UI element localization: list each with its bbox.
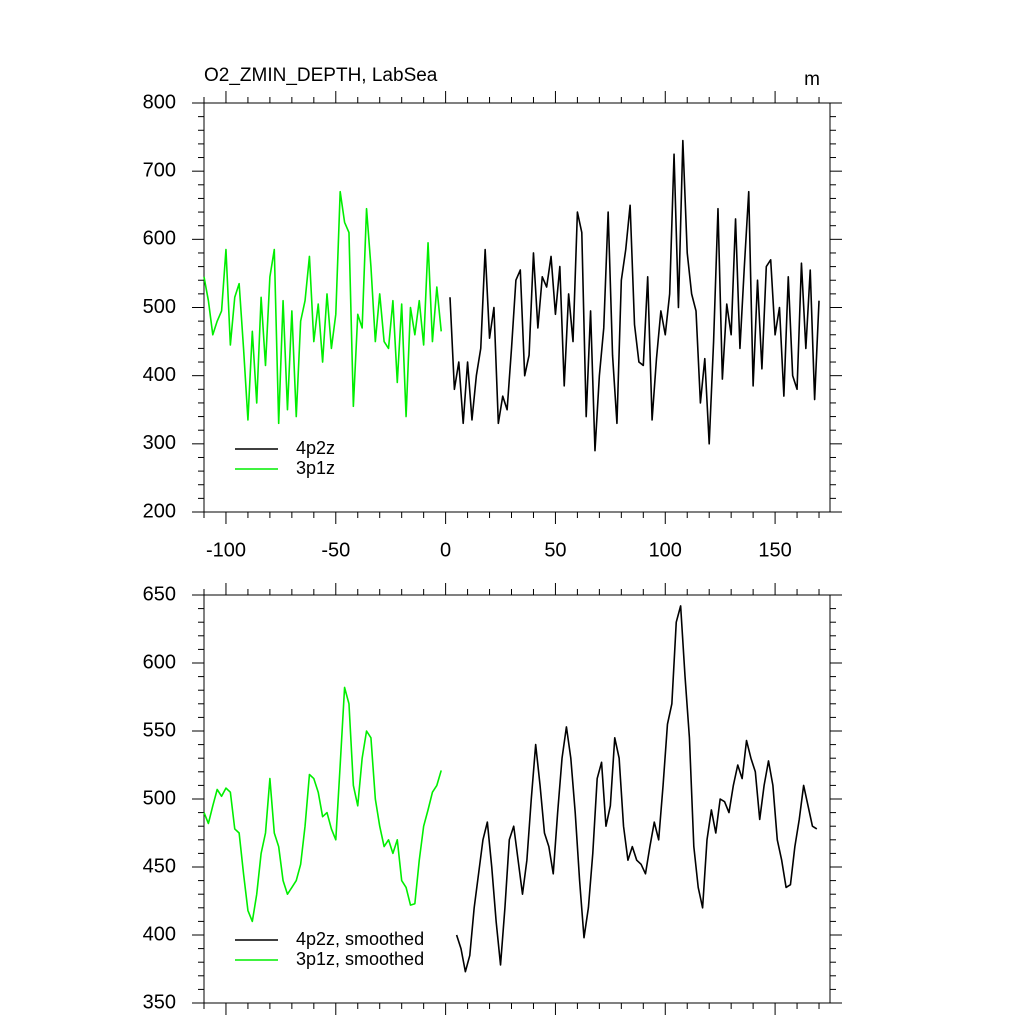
x-tick-label: -100 bbox=[206, 539, 246, 561]
legend-label: 4p2z bbox=[296, 438, 335, 458]
y-tick-label: 500 bbox=[143, 296, 176, 318]
y-tick-label: 300 bbox=[143, 432, 176, 454]
x-tick-label: 0 bbox=[440, 539, 451, 561]
data-line bbox=[203, 686, 442, 923]
chart-title: O2_ZMIN_DEPTH, LabSea bbox=[204, 65, 438, 86]
y-tick-label: 600 bbox=[143, 228, 176, 250]
data-line bbox=[455, 605, 818, 973]
data-line bbox=[203, 190, 443, 425]
y-tick-label: 650 bbox=[143, 583, 176, 605]
y-tick-label: 400 bbox=[143, 364, 176, 386]
y-tick-label: 550 bbox=[143, 719, 176, 741]
legend-label: 4p2z, smoothed bbox=[296, 929, 424, 949]
y-tick-label: 200 bbox=[143, 500, 176, 522]
data-line bbox=[449, 139, 820, 452]
x-tick-label: -50 bbox=[321, 539, 350, 561]
x-tick-label: 150 bbox=[758, 539, 791, 561]
units-label: m bbox=[804, 69, 820, 90]
y-tick-label: 700 bbox=[143, 159, 176, 181]
y-tick-label: 500 bbox=[143, 787, 176, 809]
legend-label: 3p1z, smoothed bbox=[296, 949, 424, 969]
x-tick-label: 50 bbox=[544, 539, 566, 561]
y-tick-label: 450 bbox=[143, 855, 176, 877]
x-tick-label: 100 bbox=[649, 539, 682, 561]
y-tick-label: 600 bbox=[143, 651, 176, 673]
y-tick-label: 400 bbox=[143, 923, 176, 945]
y-tick-label: 350 bbox=[143, 991, 176, 1013]
legend-label: 3p1z bbox=[296, 458, 335, 478]
y-tick-label: 800 bbox=[143, 91, 176, 113]
